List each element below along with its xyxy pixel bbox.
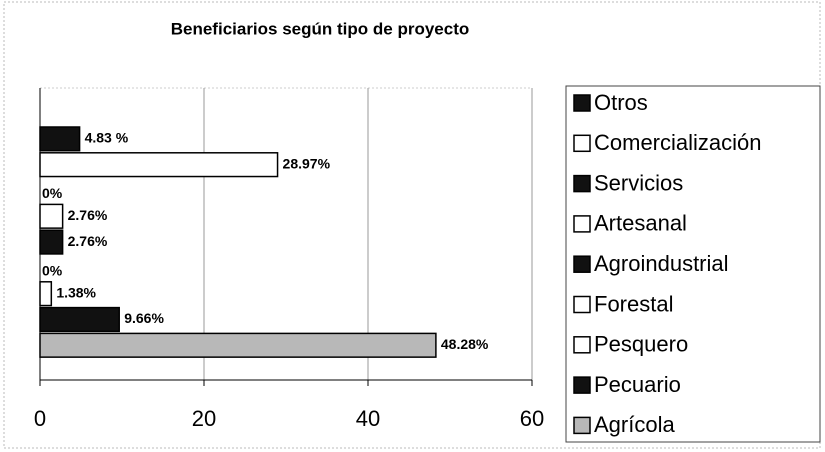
legend-swatch [573,295,591,314]
legend-swatch [573,376,591,394]
value-label: 2.76% [68,233,108,249]
legend-label: Otros [594,90,648,115]
chart-frame [3,1,821,449]
legend-swatch [573,336,591,354]
x-tick-label: 0 [34,406,46,431]
x-tick-label: 40 [356,406,380,431]
value-label: 0% [42,263,63,279]
x-tick-label: 60 [520,406,544,431]
legend-swatch [573,215,591,233]
bar [39,229,64,255]
legend-swatch [573,255,591,273]
value-label: 0% [42,185,63,201]
legend-label: Agrícola [594,412,675,437]
bar [39,203,64,229]
value-label: 4.83 % [85,130,129,146]
legend-swatch [573,174,591,193]
legend-label: Servicios [594,170,683,195]
bar [39,306,120,333]
bar [39,126,81,152]
x-tick-label: 20 [192,406,216,431]
value-label: 48.28% [441,336,489,352]
legend-label: Comercialización [594,130,762,155]
legend-frame [565,85,821,443]
chart-title: Beneficiarios según tipo de proyecto [171,19,470,38]
legend-label: Pesquero [594,332,688,357]
bar [39,281,53,307]
bar [39,152,279,178]
value-label: 9.66% [124,310,164,326]
legend-label: Artesanal [594,211,687,236]
value-label: 1.38% [56,284,96,300]
legend-swatch [573,416,591,435]
legend-swatch [573,134,591,153]
value-label: 28.97% [283,155,331,171]
legend-swatch [573,94,591,112]
bar [39,332,437,358]
legend-label: Forestal [594,291,673,316]
legend-label: Pecuario [594,372,681,397]
legend-label: Agroindustrial [594,251,729,276]
value-label: 2.76% [68,207,108,223]
